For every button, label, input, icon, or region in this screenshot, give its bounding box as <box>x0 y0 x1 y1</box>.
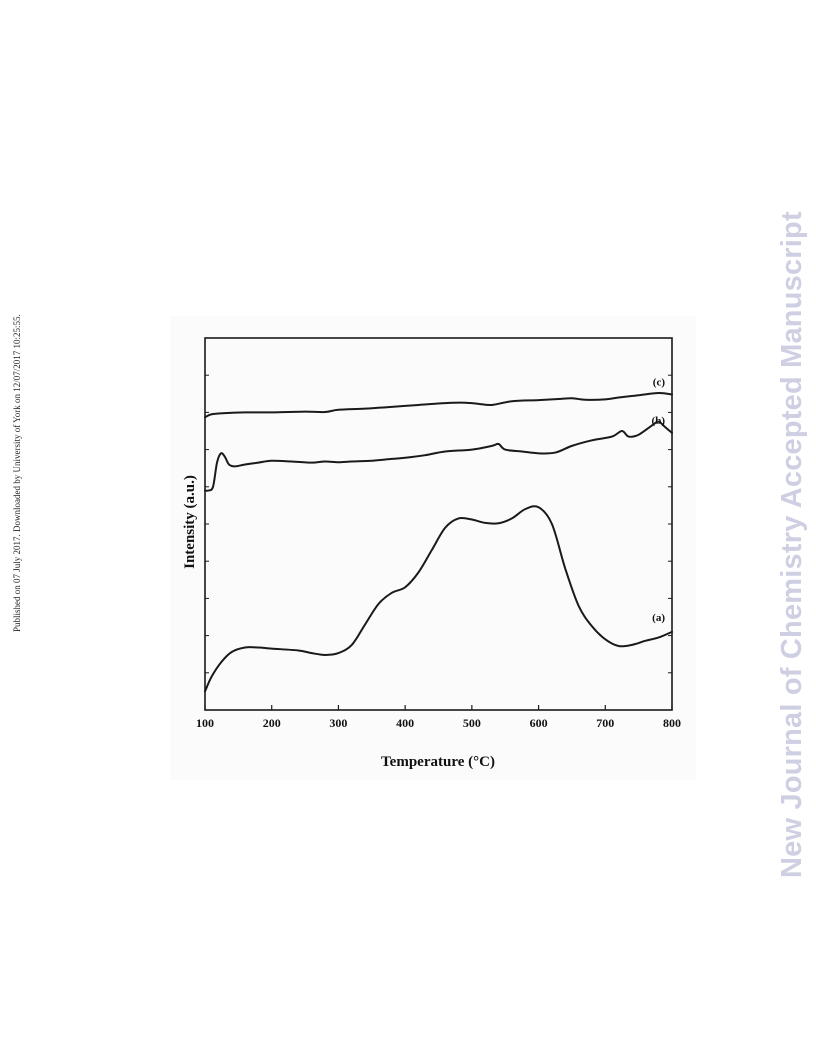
x-tick-label: 400 <box>396 716 414 730</box>
chart: 100 200 300 400 500 600 700 800 (a) (b) (c) Tempe… <box>182 337 681 770</box>
y-axis-title: Intensity (a.u.) <box>182 475 198 569</box>
plot-area-frame <box>204 337 673 711</box>
x-tick-label: 500 <box>463 716 481 730</box>
journal-watermark: New Journal of Chemistry Accepted Manusc… <box>776 211 808 878</box>
series-lines <box>204 392 673 693</box>
series-label-a: (a) <box>652 612 665 624</box>
tpr-figure: 100 200 300 400 500 600 700 800 (a) (b) (c) Tempe… <box>170 316 696 780</box>
series-labels: (a) (b) (c) <box>652 377 666 624</box>
x-tick-label: 300 <box>329 716 347 730</box>
series-label-c: (c) <box>653 377 666 389</box>
plot-frame <box>204 337 673 711</box>
x-tick-label: 200 <box>263 716 281 730</box>
x-tick-label: 100 <box>196 716 214 730</box>
series-line-c <box>204 392 673 419</box>
x-axis-title: Temperature (°C) <box>381 754 495 770</box>
series-label-b: (b) <box>652 415 666 427</box>
series-line-b <box>204 420 673 492</box>
x-tick-label: 800 <box>663 716 681 730</box>
publication-note: Published on 07 July 2017. Downloaded by… <box>12 314 22 632</box>
series-line-a <box>204 505 673 693</box>
x-tick-label: 700 <box>596 716 614 730</box>
x-tick-label: 600 <box>530 716 548 730</box>
axis-ticks: 100 200 300 400 500 600 700 800 <box>196 374 681 730</box>
